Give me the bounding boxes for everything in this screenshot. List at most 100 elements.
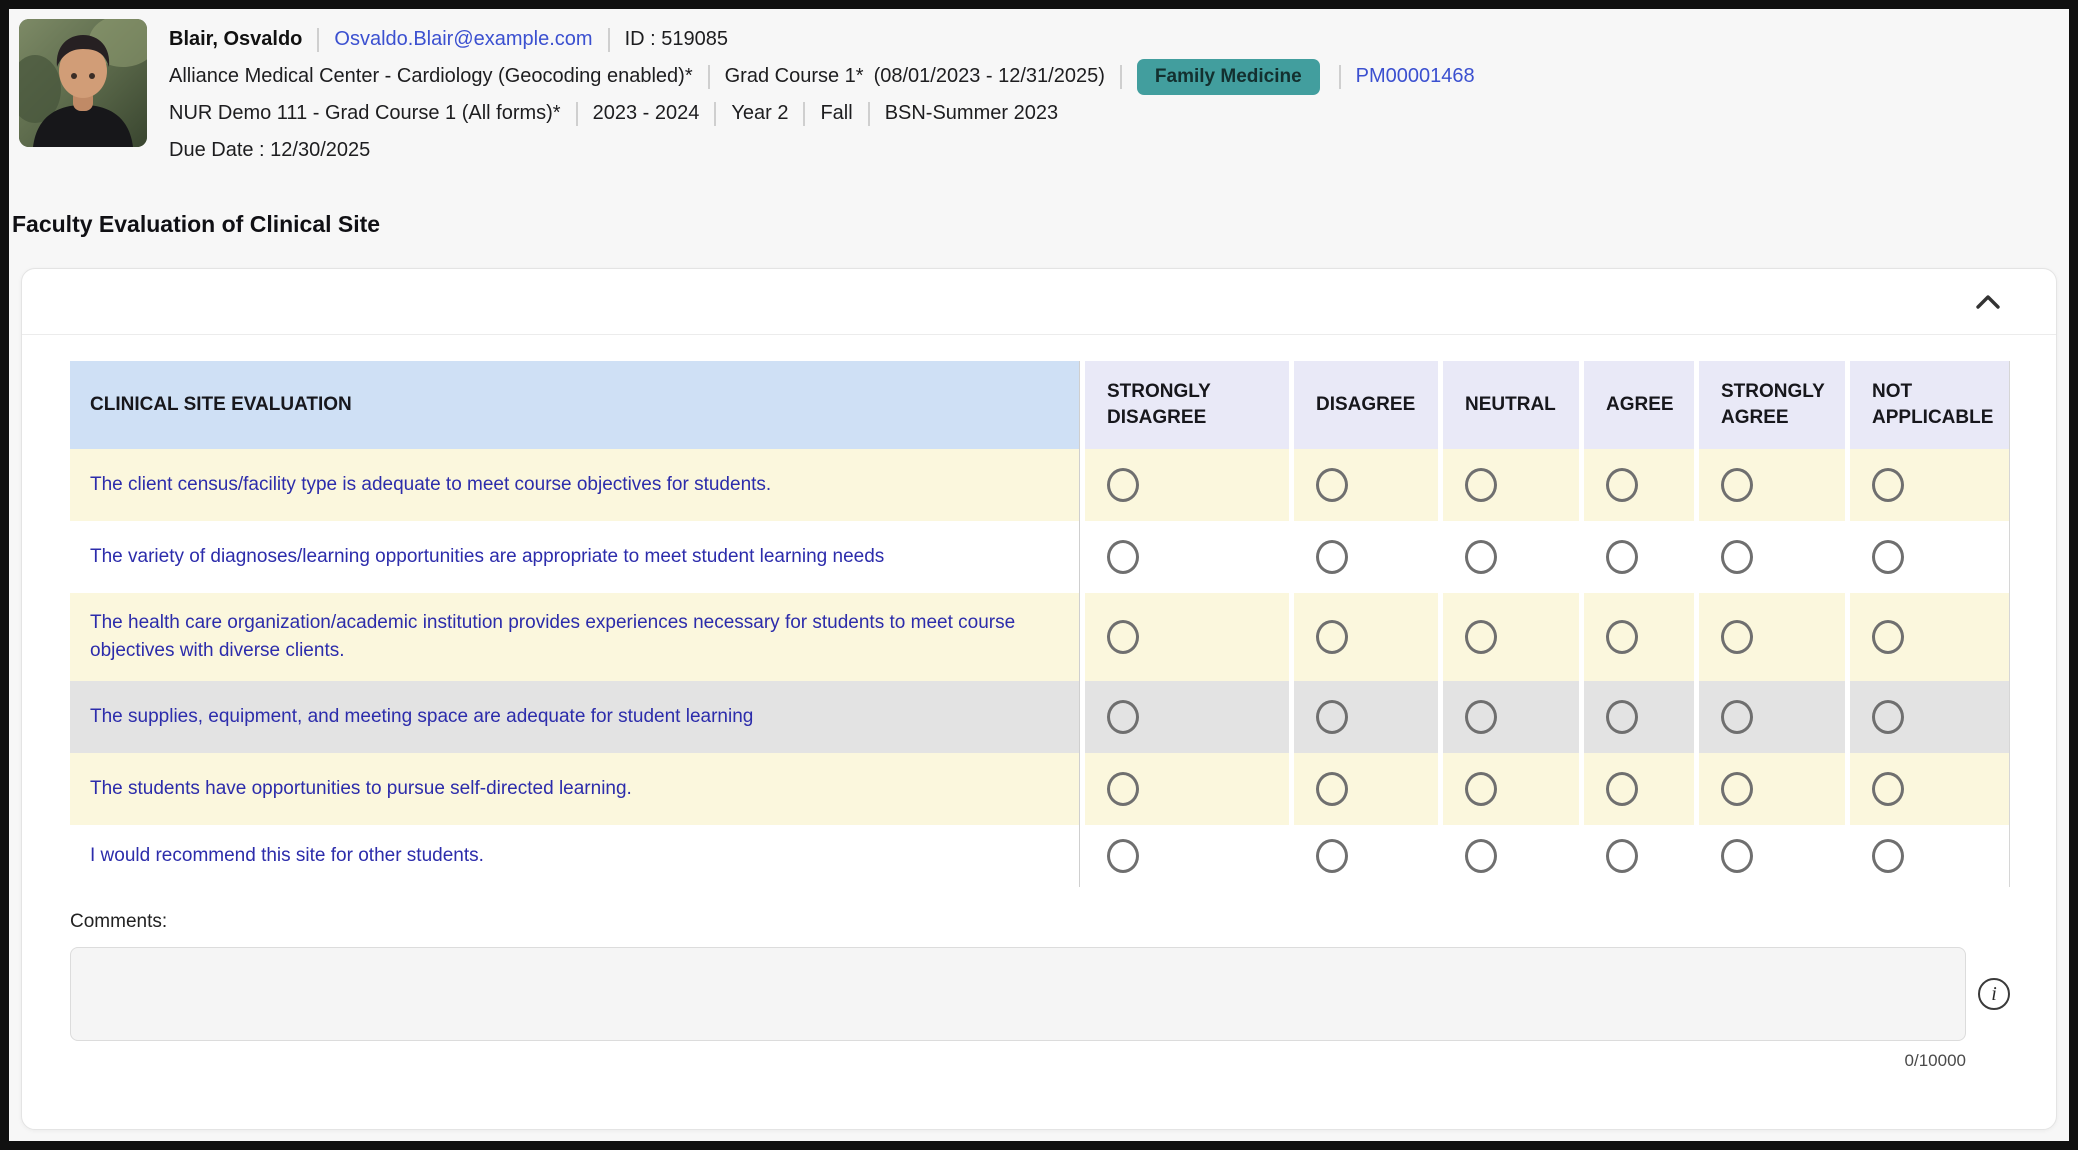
table-row: The supplies, equipment, and meeting spa… bbox=[70, 681, 2009, 753]
radio-button-agree[interactable] bbox=[1606, 700, 1638, 734]
table-header-row: CLINICAL SITE EVALUATION STRONGLY DISAGR… bbox=[70, 361, 2009, 449]
radio-button-strongly-disagree[interactable] bbox=[1107, 540, 1139, 574]
rating-cell-strongly-agree bbox=[1699, 825, 1845, 887]
due-date: Due Date : 12/30/2025 bbox=[169, 139, 371, 161]
rating-cell-agree bbox=[1584, 753, 1694, 825]
radio-button-strongly-disagree[interactable] bbox=[1107, 468, 1139, 502]
radio-button-not-applicable[interactable] bbox=[1872, 839, 1904, 873]
radio-button-neutral[interactable] bbox=[1465, 700, 1497, 734]
radio-button-disagree[interactable] bbox=[1316, 839, 1348, 873]
table-header-agree: AGREE bbox=[1584, 361, 1694, 449]
radio-button-strongly-disagree[interactable] bbox=[1107, 772, 1139, 806]
student-info: Blair, Osvaldo Osvaldo.Blair@example.com… bbox=[169, 19, 1475, 169]
radio-button-disagree[interactable] bbox=[1316, 540, 1348, 574]
radio-button-neutral[interactable] bbox=[1465, 468, 1497, 502]
card-header bbox=[22, 269, 2056, 335]
rating-cell-neutral bbox=[1443, 593, 1579, 681]
comments-section: Comments: i 0/10000 bbox=[70, 911, 2010, 1071]
rating-cell-disagree bbox=[1294, 681, 1438, 753]
rating-cell-strongly-disagree bbox=[1085, 825, 1289, 887]
radio-button-strongly-disagree[interactable] bbox=[1107, 839, 1139, 873]
program-year: Year 2 bbox=[731, 102, 789, 124]
specialty-badge: Family Medicine bbox=[1136, 58, 1320, 95]
table-row: The health care organization/academic in… bbox=[70, 593, 2009, 681]
table-row: The students have opportunities to pursu… bbox=[70, 753, 2009, 825]
table-header-not-applicable: NOT APPLICABLE bbox=[1850, 361, 2009, 449]
table-header-neutral: NEUTRAL bbox=[1443, 361, 1579, 449]
question-cell: I would recommend this site for other st… bbox=[70, 825, 1080, 887]
collapse-section-button[interactable] bbox=[1974, 293, 2002, 311]
radio-button-strongly-agree[interactable] bbox=[1721, 700, 1753, 734]
rating-cell-not-applicable bbox=[1850, 593, 2009, 681]
rating-cell-strongly-agree bbox=[1699, 449, 1845, 521]
cohort: BSN-Summer 2023 bbox=[884, 102, 1059, 124]
question-cell: The client census/facility type is adequ… bbox=[70, 449, 1080, 521]
radio-button-agree[interactable] bbox=[1606, 540, 1638, 574]
clinical-site: Alliance Medical Center - Cardiology (Ge… bbox=[169, 65, 693, 87]
radio-button-strongly-agree[interactable] bbox=[1721, 772, 1753, 806]
student-name: Blair, Osvaldo bbox=[169, 28, 303, 50]
radio-button-agree[interactable] bbox=[1606, 839, 1638, 873]
character-counter: 0/10000 bbox=[1904, 1051, 1966, 1070]
rating-cell-disagree bbox=[1294, 521, 1438, 593]
rating-cell-strongly-disagree bbox=[1085, 753, 1289, 825]
comments-label: Comments: bbox=[70, 911, 168, 932]
comments-textarea[interactable] bbox=[70, 947, 1966, 1041]
divider bbox=[317, 27, 320, 52]
divider bbox=[607, 27, 610, 52]
radio-button-agree[interactable] bbox=[1606, 468, 1638, 502]
course-dates: (08/01/2023 - 12/31/2025) bbox=[873, 65, 1105, 87]
rating-cell-neutral bbox=[1443, 681, 1579, 753]
radio-button-not-applicable[interactable] bbox=[1872, 468, 1904, 502]
rating-cell-strongly-agree bbox=[1699, 593, 1845, 681]
rating-cell-agree bbox=[1584, 681, 1694, 753]
radio-button-neutral[interactable] bbox=[1465, 772, 1497, 806]
radio-button-not-applicable[interactable] bbox=[1872, 620, 1904, 654]
radio-button-disagree[interactable] bbox=[1316, 772, 1348, 806]
question-text: The health care organization/academic in… bbox=[90, 612, 1016, 661]
table-row: I would recommend this site for other st… bbox=[70, 825, 2009, 887]
radio-button-neutral[interactable] bbox=[1465, 540, 1497, 574]
question-text: I would recommend this site for other st… bbox=[90, 845, 484, 867]
rating-cell-strongly-disagree bbox=[1085, 681, 1289, 753]
rating-cell-strongly-disagree bbox=[1085, 449, 1289, 521]
radio-button-disagree[interactable] bbox=[1316, 468, 1348, 502]
radio-button-disagree[interactable] bbox=[1316, 620, 1348, 654]
question-cell: The health care organization/academic in… bbox=[70, 593, 1080, 681]
info-icon[interactable]: i bbox=[1978, 978, 2010, 1010]
radio-button-not-applicable[interactable] bbox=[1872, 772, 1904, 806]
radio-button-neutral[interactable] bbox=[1465, 620, 1497, 654]
rating-cell-agree bbox=[1584, 593, 1694, 681]
question-text: The client census/facility type is adequ… bbox=[90, 474, 772, 496]
radio-button-agree[interactable] bbox=[1606, 620, 1638, 654]
student-photo bbox=[19, 19, 147, 147]
radio-button-strongly-agree[interactable] bbox=[1721, 839, 1753, 873]
evaluation-card: CLINICAL SITE EVALUATION STRONGLY DISAGR… bbox=[21, 268, 2057, 1130]
radio-button-strongly-agree[interactable] bbox=[1721, 468, 1753, 502]
term: Fall bbox=[820, 102, 853, 124]
radio-button-neutral[interactable] bbox=[1465, 839, 1497, 873]
radio-button-disagree[interactable] bbox=[1316, 700, 1348, 734]
academic-year: 2023 - 2024 bbox=[592, 102, 700, 124]
question-cell: The variety of diagnoses/learning opport… bbox=[70, 521, 1080, 593]
rating-cell-neutral bbox=[1443, 825, 1579, 887]
radio-button-agree[interactable] bbox=[1606, 772, 1638, 806]
rating-cell-neutral bbox=[1443, 753, 1579, 825]
table-header-disagree: DISAGREE bbox=[1294, 361, 1438, 449]
pm-number-link[interactable]: PM00001468 bbox=[1355, 65, 1475, 87]
radio-button-strongly-agree[interactable] bbox=[1721, 620, 1753, 654]
radio-button-not-applicable[interactable] bbox=[1872, 540, 1904, 574]
student-email-link[interactable]: Osvaldo.Blair@example.com bbox=[334, 28, 593, 50]
rating-cell-not-applicable bbox=[1850, 825, 2009, 887]
table-header-strongly-agree: STRONGLY AGREE bbox=[1699, 361, 1845, 449]
radio-button-strongly-disagree[interactable] bbox=[1107, 700, 1139, 734]
radio-button-strongly-disagree[interactable] bbox=[1107, 620, 1139, 654]
rating-cell-agree bbox=[1584, 521, 1694, 593]
rating-cell-agree bbox=[1584, 449, 1694, 521]
divider bbox=[714, 101, 717, 126]
rating-cell-strongly-agree bbox=[1699, 681, 1845, 753]
radio-button-not-applicable[interactable] bbox=[1872, 700, 1904, 734]
radio-button-strongly-agree[interactable] bbox=[1721, 540, 1753, 574]
avatar-illustration bbox=[19, 19, 147, 147]
